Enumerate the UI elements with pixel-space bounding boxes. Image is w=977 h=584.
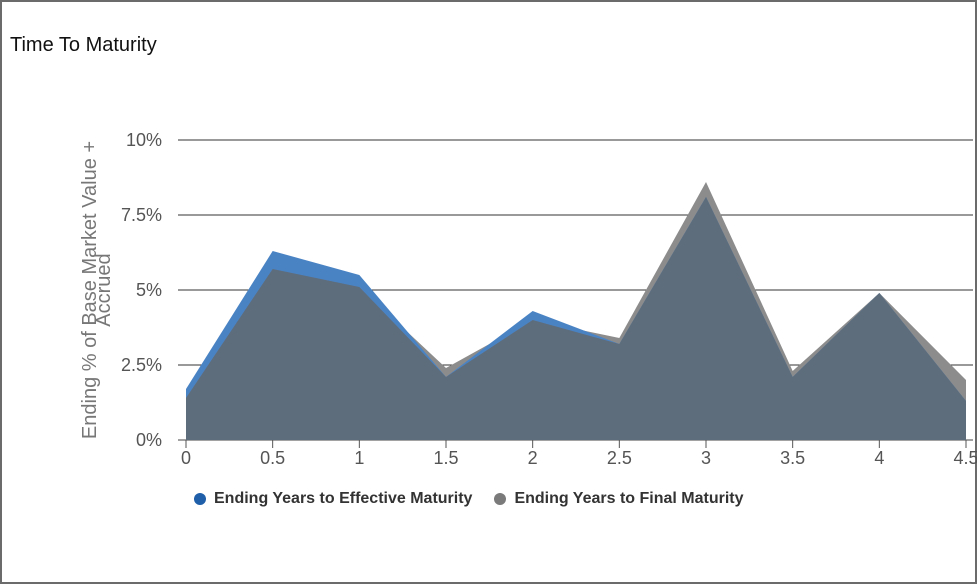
x-tick-label: 1.5 (433, 448, 458, 468)
legend-dot-effective (194, 493, 206, 505)
x-tick-label: 0 (181, 448, 191, 468)
y-tick-label: 10% (126, 130, 162, 150)
legend-label-effective: Ending Years to Effective Maturity (214, 490, 473, 507)
legend-dot-final (494, 493, 507, 505)
x-tick-label: 0.5 (260, 448, 285, 468)
x-tick-label: 3 (701, 448, 711, 468)
y-tick-label: 2.5% (121, 355, 162, 375)
chart-title: Time To Maturity (10, 34, 157, 56)
area-series (186, 182, 966, 440)
y-axis-title: Ending % of Base Market Value +Accrued (79, 141, 115, 439)
y-tick-label: 7.5% (121, 205, 162, 225)
x-tick-label: 4.5 (953, 448, 977, 468)
y-tick-label: 0% (136, 430, 162, 450)
chart-legend: Ending Years to Effective Maturity Endin… (194, 490, 766, 508)
grid-lines: 0% 2.5% 5% 7.5% 10% (121, 130, 973, 450)
x-tick-label: 4 (874, 448, 884, 468)
x-tick-label: 1 (354, 448, 364, 468)
y-tick-label: 5% (136, 280, 162, 300)
legend-item-effective[interactable]: Ending Years to Effective Maturity (194, 490, 472, 508)
x-tick-label: 2 (528, 448, 538, 468)
y-axis-title-text: Ending % of Base Market Value +Accrued (79, 141, 115, 439)
legend-item-final[interactable]: Ending Years to Final Maturity (494, 490, 744, 508)
x-tick-label: 2.5 (607, 448, 632, 468)
area-overlap (186, 197, 966, 440)
x-tick-label: 3.5 (780, 448, 805, 468)
axis: 0 0.5 1 1.5 2 2.5 3 3.5 4 4.5 (181, 440, 977, 468)
legend-label-final: Ending Years to Final Maturity (514, 490, 744, 507)
